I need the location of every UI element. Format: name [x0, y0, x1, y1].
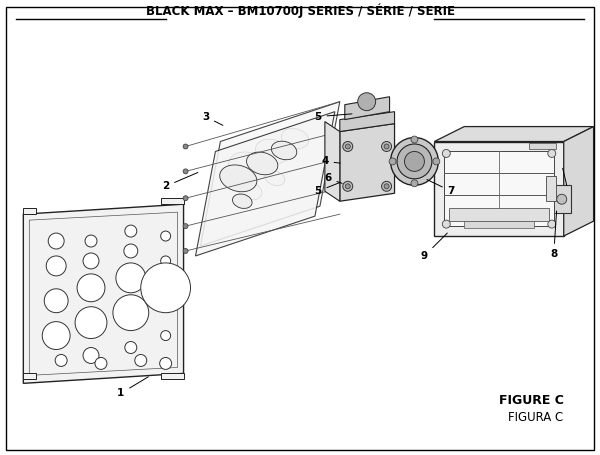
Polygon shape: [449, 208, 549, 221]
Text: 1: 1: [117, 377, 148, 398]
Ellipse shape: [220, 165, 257, 192]
Ellipse shape: [83, 348, 99, 364]
Polygon shape: [434, 142, 564, 236]
Ellipse shape: [442, 220, 450, 228]
Ellipse shape: [161, 256, 170, 266]
Ellipse shape: [433, 158, 440, 165]
Ellipse shape: [256, 139, 289, 164]
Ellipse shape: [183, 196, 188, 201]
Ellipse shape: [557, 194, 567, 204]
Ellipse shape: [281, 128, 309, 149]
Ellipse shape: [239, 182, 262, 200]
Ellipse shape: [46, 256, 66, 276]
Ellipse shape: [44, 289, 68, 313]
Ellipse shape: [183, 169, 188, 174]
Ellipse shape: [345, 144, 350, 149]
Ellipse shape: [83, 253, 99, 269]
Text: FIGURA C: FIGURA C: [508, 411, 564, 424]
Ellipse shape: [382, 182, 392, 191]
Ellipse shape: [345, 184, 350, 189]
Ellipse shape: [411, 136, 418, 143]
Ellipse shape: [343, 182, 353, 191]
Ellipse shape: [389, 158, 396, 165]
Ellipse shape: [229, 152, 268, 181]
Ellipse shape: [125, 342, 137, 354]
Ellipse shape: [442, 150, 450, 157]
Text: FIGURE C: FIGURE C: [499, 394, 564, 407]
Ellipse shape: [183, 144, 188, 149]
Text: 8: 8: [550, 211, 557, 259]
Ellipse shape: [548, 150, 556, 157]
Polygon shape: [200, 102, 340, 246]
Ellipse shape: [247, 152, 278, 175]
Polygon shape: [345, 97, 389, 120]
Ellipse shape: [343, 142, 353, 152]
Ellipse shape: [141, 263, 191, 313]
Ellipse shape: [358, 93, 376, 111]
Text: 4: 4: [321, 157, 340, 167]
Ellipse shape: [48, 233, 64, 249]
Ellipse shape: [75, 307, 107, 339]
Ellipse shape: [116, 263, 146, 293]
Polygon shape: [340, 124, 395, 201]
Polygon shape: [546, 177, 556, 201]
Polygon shape: [529, 143, 556, 150]
Polygon shape: [23, 208, 36, 214]
Polygon shape: [340, 111, 395, 131]
Polygon shape: [161, 198, 184, 204]
Polygon shape: [434, 126, 593, 142]
Text: 5: 5: [314, 182, 340, 196]
Ellipse shape: [113, 295, 149, 331]
Polygon shape: [445, 152, 554, 226]
Text: 6: 6: [324, 173, 342, 183]
Ellipse shape: [55, 354, 67, 366]
Ellipse shape: [391, 137, 439, 185]
Ellipse shape: [135, 354, 147, 366]
Ellipse shape: [161, 331, 170, 340]
Polygon shape: [325, 121, 340, 201]
Text: 2: 2: [162, 172, 198, 191]
Ellipse shape: [161, 231, 170, 241]
Ellipse shape: [183, 248, 188, 253]
Polygon shape: [29, 212, 178, 375]
Polygon shape: [553, 185, 571, 213]
Polygon shape: [196, 111, 335, 256]
Ellipse shape: [85, 235, 97, 247]
Ellipse shape: [42, 322, 70, 349]
Ellipse shape: [548, 220, 556, 228]
Ellipse shape: [411, 180, 418, 187]
Polygon shape: [23, 374, 36, 379]
Ellipse shape: [183, 223, 188, 228]
Ellipse shape: [384, 184, 389, 189]
Ellipse shape: [404, 152, 424, 172]
Polygon shape: [23, 204, 184, 384]
Text: BLACK MAX – BM10700J SERIES / SÉRIE / SERIE: BLACK MAX – BM10700J SERIES / SÉRIE / SE…: [146, 4, 455, 18]
Ellipse shape: [382, 142, 392, 152]
Text: 7: 7: [427, 180, 455, 196]
Ellipse shape: [397, 144, 432, 179]
Ellipse shape: [95, 358, 107, 369]
Ellipse shape: [124, 244, 138, 258]
Polygon shape: [464, 221, 534, 228]
Ellipse shape: [160, 358, 172, 369]
Text: 3: 3: [202, 111, 223, 125]
Ellipse shape: [265, 171, 285, 186]
Polygon shape: [564, 126, 593, 236]
Ellipse shape: [271, 141, 297, 160]
Ellipse shape: [125, 225, 137, 237]
Polygon shape: [161, 374, 184, 379]
Ellipse shape: [232, 194, 252, 208]
Text: 9: 9: [421, 233, 448, 261]
Text: 5: 5: [314, 111, 352, 121]
Ellipse shape: [384, 144, 389, 149]
Ellipse shape: [77, 274, 105, 302]
